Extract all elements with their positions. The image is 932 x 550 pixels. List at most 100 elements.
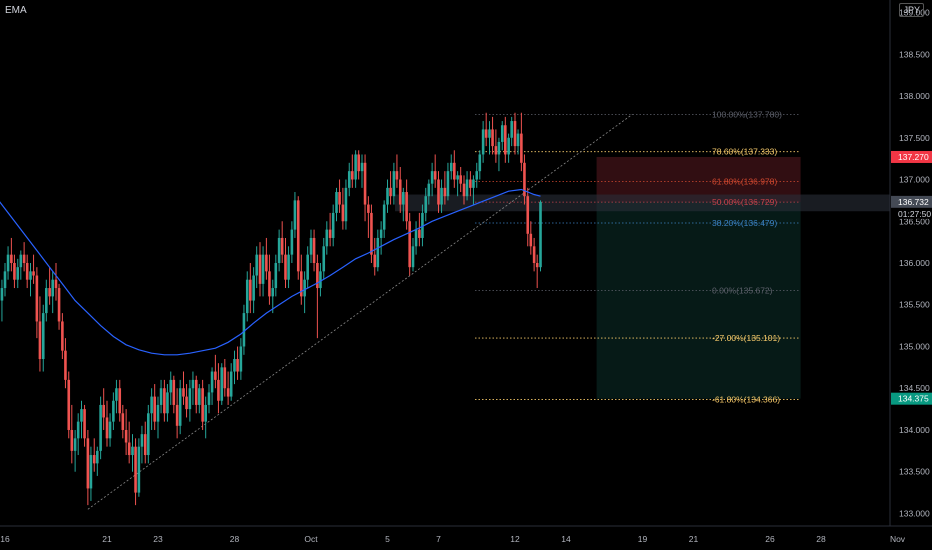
- candle-body: [421, 212, 424, 238]
- candle-body: [488, 129, 491, 138]
- candle-100: [290, 221, 294, 263]
- candle-110: [322, 237, 326, 280]
- candle-body: [382, 204, 386, 230]
- candle-body: [25, 263, 29, 280]
- candle-83: [236, 346, 239, 380]
- candle-127: [376, 229, 380, 272]
- current-price-tag-bg: [891, 195, 932, 208]
- candle-body: [300, 271, 303, 297]
- candle-body: [198, 388, 201, 405]
- candle-body: [507, 137, 510, 155]
- time-axis[interactable]: 16 21 23 28 Oct 5 7 12 14 19 21 26 28 Nov: [0, 525, 932, 544]
- trendline[interactable]: [87, 114, 633, 510]
- candle-177: [535, 254, 539, 289]
- candle-148: [443, 171, 447, 205]
- candle-161: [484, 112, 488, 147]
- candle-body: [446, 171, 450, 197]
- time-tick-label: 7: [436, 534, 441, 544]
- candle-124: [367, 196, 370, 238]
- candle-126: [373, 237, 377, 276]
- candle-body: [223, 367, 227, 389]
- candle-175: [529, 221, 533, 255]
- candle-137: [408, 212, 411, 276]
- candle-body: [456, 175, 459, 180]
- price-tick-label: 138.500: [899, 49, 930, 59]
- currency-label[interactable]: JPY: [899, 3, 924, 17]
- candle-13: [13, 254, 16, 289]
- ask-price-tag: 137.270: [898, 152, 929, 162]
- candle-body: [163, 388, 166, 414]
- candle-46: [118, 379, 122, 422]
- candle-body: [80, 409, 83, 422]
- time-tick-label: 28: [816, 534, 826, 544]
- candle-166: [500, 121, 504, 151]
- candle-body: [309, 237, 313, 255]
- candle-body: [156, 404, 160, 422]
- candle-158: [475, 162, 479, 188]
- candle-body: [48, 288, 51, 297]
- candle-31: [70, 404, 74, 464]
- candle-109: [319, 263, 322, 297]
- candle-body: [115, 388, 118, 401]
- candle-151: [453, 150, 456, 188]
- candle-21: [38, 296, 42, 372]
- candle-body: [504, 125, 507, 155]
- candle-body: [284, 254, 287, 280]
- candle-106: [309, 229, 313, 263]
- candle-body: [89, 455, 93, 489]
- candle-body: [532, 246, 536, 263]
- candle-98: [284, 237, 287, 289]
- candle-44: [112, 392, 115, 430]
- candle-body: [19, 254, 23, 268]
- candle-101: [293, 192, 297, 238]
- current-price-tag: 136.732: [898, 197, 929, 207]
- candle-64: [175, 388, 179, 439]
- time-tick-label: 12: [510, 534, 520, 544]
- candle-body: [274, 263, 278, 289]
- candle-58: [156, 396, 160, 439]
- time-tick-label: 21: [102, 534, 112, 544]
- price-tick-label: 135.500: [899, 300, 930, 310]
- candle-body: [73, 438, 77, 451]
- ema-line: [0, 188, 541, 356]
- candle-body: [331, 212, 335, 238]
- candle-body: [96, 450, 99, 464]
- candle-12: [10, 237, 13, 272]
- candle-body: [239, 346, 243, 372]
- candle-body: [465, 179, 469, 197]
- candle-10: [3, 263, 7, 297]
- candle-30: [67, 371, 71, 439]
- target-zone: [596, 202, 801, 399]
- candle-body: [433, 171, 437, 180]
- candle-body: [64, 350, 67, 380]
- candle-body: [194, 379, 198, 405]
- candle-133: [395, 154, 399, 188]
- candle-body: [124, 429, 128, 443]
- candle-167: [504, 116, 507, 163]
- candle-54: [143, 421, 147, 464]
- candle-140: [418, 212, 421, 247]
- candle-body: [258, 254, 262, 284]
- candle-body: [290, 229, 294, 255]
- candle-body: [328, 229, 332, 238]
- candle-93: [268, 254, 271, 305]
- candle-149: [446, 162, 450, 201]
- candle-body: [35, 275, 39, 322]
- candle-63: [172, 375, 176, 414]
- candle-32: [73, 429, 77, 472]
- candle-body: [478, 154, 482, 172]
- indicator-label[interactable]: EMA: [5, 5, 27, 16]
- price-axis[interactable]: 133.000 133.500 134.000 134.500 135.000 135.5…: [889, 0, 930, 526]
- candle-128: [379, 221, 383, 255]
- candle-123: [363, 154, 367, 222]
- candle-154: [462, 175, 466, 205]
- time-tick-label: 26: [765, 534, 775, 544]
- candle-body: [367, 204, 370, 213]
- candle-70: [194, 375, 198, 414]
- time-tick-label: 5: [385, 534, 390, 544]
- candle-body: [306, 254, 309, 280]
- price-tick-label: 137.000: [899, 175, 930, 185]
- candle-body: [484, 129, 488, 138]
- candle-body: [386, 187, 389, 205]
